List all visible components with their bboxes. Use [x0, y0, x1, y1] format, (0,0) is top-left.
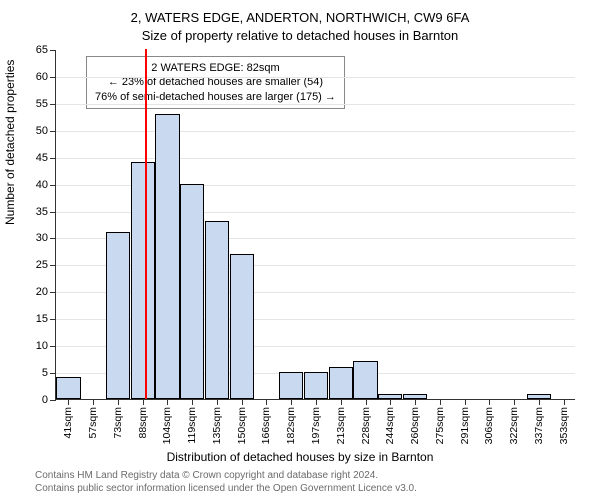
- y-tick-label: 40: [36, 179, 48, 191]
- histogram-bar: [304, 372, 328, 399]
- y-tick: [50, 158, 56, 159]
- x-tick: [564, 399, 565, 405]
- gridline-h: [56, 77, 575, 78]
- y-tick: [50, 373, 56, 374]
- x-tick: [118, 399, 119, 405]
- y-tick: [50, 131, 56, 132]
- x-tick-label: 337sqm: [533, 407, 545, 444]
- footer-line-1: Contains HM Land Registry data © Crown c…: [35, 470, 417, 483]
- x-tick: [440, 399, 441, 405]
- histogram-bar: [329, 367, 353, 399]
- histogram-bar: [155, 114, 179, 399]
- x-tick-label: 41sqm: [62, 407, 74, 439]
- x-tick-label: 353sqm: [558, 407, 570, 444]
- y-tick: [50, 292, 56, 293]
- histogram-bar: [106, 232, 130, 399]
- x-tick-label: 104sqm: [161, 407, 173, 444]
- x-tick: [390, 399, 391, 405]
- x-tick-label: 119sqm: [186, 407, 198, 444]
- histogram-bar: [56, 377, 80, 399]
- x-tick-label: 88sqm: [137, 407, 149, 439]
- histogram-bar: [353, 361, 377, 399]
- y-tick-label: 5: [42, 367, 48, 379]
- gridline-h: [56, 158, 575, 159]
- x-tick-label: 228sqm: [360, 407, 372, 444]
- x-tick-label: 150sqm: [236, 407, 248, 444]
- chart-title-main: 2, WATERS EDGE, ANDERTON, NORTHWICH, CW9…: [0, 10, 600, 25]
- x-tick-label: 291sqm: [459, 407, 471, 444]
- x-tick-label: 182sqm: [285, 407, 297, 444]
- histogram-bar: [230, 254, 254, 399]
- y-tick-label: 0: [42, 394, 48, 406]
- x-tick: [316, 399, 317, 405]
- y-tick-label: 30: [36, 232, 48, 244]
- x-tick: [465, 399, 466, 405]
- info-line-1: 2 WATERS EDGE: 82sqm: [95, 61, 336, 75]
- y-tick-label: 55: [36, 98, 48, 110]
- histogram-bar: [131, 162, 155, 399]
- x-tick: [167, 399, 168, 405]
- x-axis-label: Distribution of detached houses by size …: [0, 450, 600, 464]
- y-tick: [50, 50, 56, 51]
- gridline-h: [56, 131, 575, 132]
- y-tick-label: 45: [36, 152, 48, 164]
- x-tick-label: 135sqm: [211, 407, 223, 444]
- y-tick-label: 65: [36, 44, 48, 56]
- footer-line-2: Contains public sector information licen…: [35, 483, 417, 496]
- x-tick: [143, 399, 144, 405]
- x-tick-label: 166sqm: [260, 407, 272, 444]
- info-box: 2 WATERS EDGE: 82sqm ← 23% of detached h…: [86, 56, 345, 109]
- x-tick-label: 322sqm: [508, 407, 520, 444]
- gridline-h: [56, 104, 575, 105]
- x-tick: [341, 399, 342, 405]
- x-tick: [93, 399, 94, 405]
- y-axis-label: Number of detached properties: [3, 60, 17, 225]
- histogram-bar: [279, 372, 303, 399]
- x-tick: [366, 399, 367, 405]
- x-tick-label: 244sqm: [384, 407, 396, 444]
- x-tick: [489, 399, 490, 405]
- info-line-3: 76% of semi-detached houses are larger (…: [95, 90, 336, 104]
- y-tick-label: 10: [36, 340, 48, 352]
- x-tick: [68, 399, 69, 405]
- x-tick: [266, 399, 267, 405]
- y-tick-label: 20: [36, 286, 48, 298]
- x-tick-label: 73sqm: [112, 407, 124, 439]
- x-tick: [291, 399, 292, 405]
- reference-line: [145, 49, 147, 399]
- x-tick-label: 260sqm: [409, 407, 421, 444]
- y-tick: [50, 77, 56, 78]
- y-tick: [50, 238, 56, 239]
- y-tick: [50, 185, 56, 186]
- chart-title-sub: Size of property relative to detached ho…: [0, 28, 600, 43]
- x-tick: [217, 399, 218, 405]
- x-tick: [514, 399, 515, 405]
- y-tick: [50, 104, 56, 105]
- y-tick-label: 50: [36, 125, 48, 137]
- x-tick-label: 57sqm: [87, 407, 99, 439]
- x-tick: [242, 399, 243, 405]
- footer-text: Contains HM Land Registry data © Crown c…: [35, 470, 417, 495]
- x-tick-label: 275sqm: [434, 407, 446, 444]
- y-tick: [50, 319, 56, 320]
- histogram-bar: [180, 184, 204, 399]
- x-tick-label: 213sqm: [335, 407, 347, 444]
- plot-area: 2 WATERS EDGE: 82sqm ← 23% of detached h…: [55, 50, 575, 400]
- y-tick: [50, 212, 56, 213]
- y-tick: [50, 265, 56, 266]
- y-tick-label: 60: [36, 71, 48, 83]
- chart-container: 2, WATERS EDGE, ANDERTON, NORTHWICH, CW9…: [0, 0, 600, 500]
- y-tick-label: 35: [36, 206, 48, 218]
- x-tick-label: 306sqm: [483, 407, 495, 444]
- y-tick-label: 15: [36, 313, 48, 325]
- y-tick-label: 25: [36, 259, 48, 271]
- x-tick: [539, 399, 540, 405]
- histogram-bar: [205, 221, 229, 399]
- y-tick: [50, 400, 56, 401]
- x-tick: [415, 399, 416, 405]
- y-tick: [50, 346, 56, 347]
- x-tick: [192, 399, 193, 405]
- x-tick-label: 197sqm: [310, 407, 322, 444]
